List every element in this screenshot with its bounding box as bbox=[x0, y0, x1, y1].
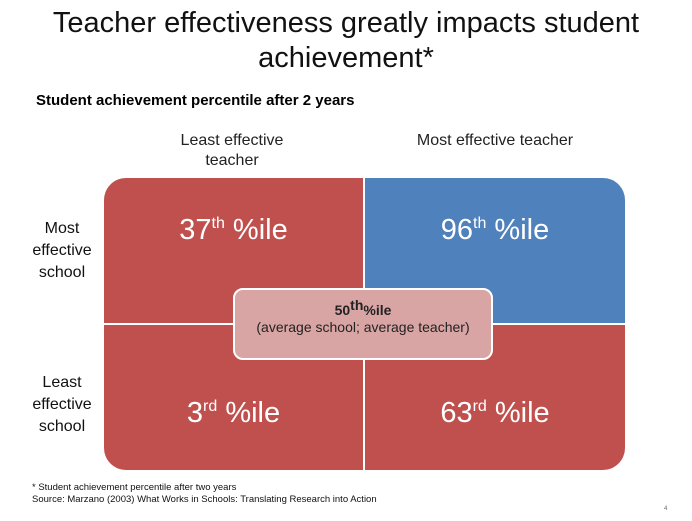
column-header-most-effective-teacher: Most effective teacher bbox=[416, 132, 574, 149]
center-value: 50 bbox=[334, 302, 351, 318]
cell-suffix: th bbox=[211, 215, 225, 232]
page-number: 4 bbox=[664, 506, 668, 512]
center-unit: %ile bbox=[363, 302, 392, 318]
center-note: (average school; average teacher) bbox=[256, 319, 470, 335]
cell-value: 63 bbox=[440, 397, 473, 429]
column-header-least-effective-teacher: Least effective teacher bbox=[180, 132, 284, 169]
cell-suffix: th bbox=[473, 215, 487, 232]
source-line: Source: Marzano (2003) What Works in Sch… bbox=[32, 494, 377, 505]
cell-most-school-least-teacher: 37th %ile bbox=[104, 178, 363, 323]
cell-unit: %ile bbox=[494, 214, 550, 246]
subtitle: Student achievement percentile after 2 y… bbox=[36, 92, 355, 109]
footnote-line: * Student achievement percentile after t… bbox=[32, 482, 237, 493]
cell-value: 3 bbox=[186, 397, 204, 429]
cell-unit: %ile bbox=[494, 397, 550, 429]
cell-suffix: rd bbox=[472, 398, 487, 415]
percentile-matrix: 37th %ile 96th %ile 3rd %ile 63rd %ile bbox=[104, 178, 625, 470]
cell-unit: %ile bbox=[225, 397, 281, 429]
cell-value: 37 bbox=[179, 214, 212, 246]
row-header-most-effective-school: Most effective school bbox=[32, 220, 92, 281]
center-suffix: th bbox=[350, 297, 364, 313]
center-average-box: 50th%ile (average school; average teache… bbox=[233, 288, 493, 360]
cell-suffix: rd bbox=[203, 398, 218, 415]
row-header-least-effective-school: Least effective school bbox=[32, 374, 92, 435]
cell-value: 96 bbox=[440, 214, 474, 246]
slide-title: Teacher effectiveness greatly impacts st… bbox=[52, 7, 640, 74]
cell-unit: %ile bbox=[232, 214, 288, 246]
footnote: * Student achievement percentile after t… bbox=[32, 482, 377, 506]
